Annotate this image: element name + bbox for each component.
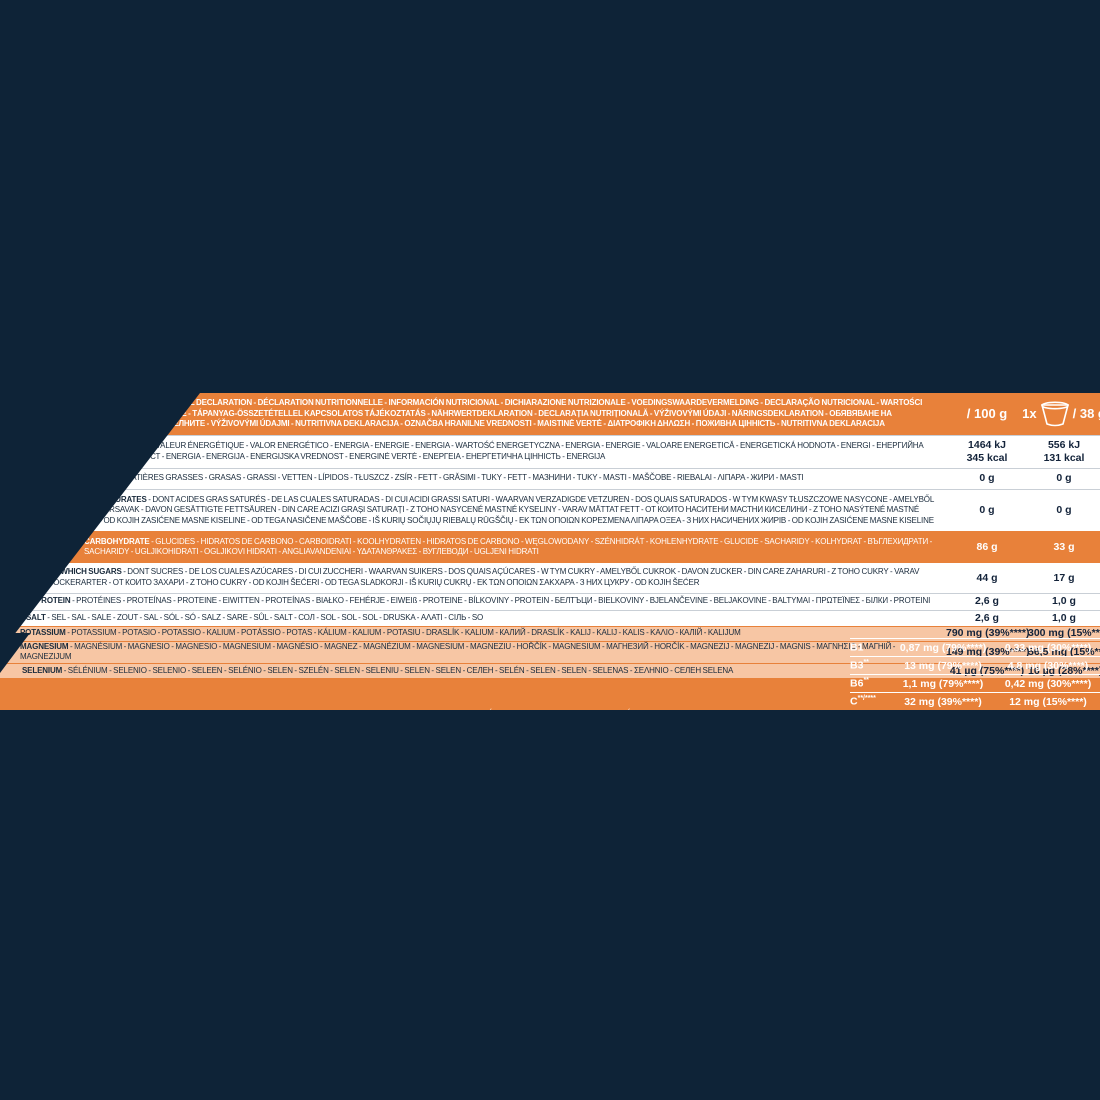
vitamin-b6-per100: 1,1 mg (79%****) (890, 674, 996, 693)
table-row: FAT - MATIÈRES GRASSES - GRASAS - GRASSI… (0, 468, 1100, 489)
value-salt-serving: 1,0 g (1052, 611, 1076, 624)
nutrient-name-vitamins: VITAMINS (20, 709, 57, 710)
nutrient-name-energy: ENERGY (117, 441, 150, 450)
nutrient-name-saturates: OF WHICH SATURATES (60, 494, 147, 504)
value-energy-per100: 1464 kJ 345 kcal (946, 435, 1028, 468)
nutrient-name-potassium: POTASSIUM (20, 628, 66, 638)
vitamin-c-per100: 32 mg (39%****) (890, 692, 996, 710)
nutrient-langs-fat: - MATIÈRES GRASSES - GRASAS - GRASSI - V… (119, 473, 804, 483)
table-row: ENERGY - VALEUR ÉNERGÉTIQUE - VALOR ENER… (0, 435, 1100, 468)
value-energy-per100-kcal: 345 kcal (966, 451, 1008, 464)
nutrient-name-fat: FAT (105, 473, 120, 483)
nutrient-langs-vitamins: - VITAMINES - VITAMINAS - VITAMINE - VIT… (56, 709, 889, 710)
row-label-potassium: POTASSIUM - POTASSIUM - POTASIO - POTASS… (0, 625, 946, 641)
value-energy-per100-kj: 1464 kJ (968, 439, 1006, 451)
vitamin-name-c: C (850, 695, 858, 708)
nutrient-name-magnesium: MAGNESIUM (20, 641, 69, 651)
vitamin-b3-serving: 4,8 mg (30%****) (996, 656, 1100, 675)
vitamin-row-b6: B6** 1,1 mg (79%****) 0,42 mg (30%****) (850, 674, 1100, 693)
vitamin-sup-c: **/**** (857, 695, 876, 703)
value-energy-serving: 556 kJ 131 kcal (1028, 435, 1100, 468)
serving-size-label: / 38 g (1072, 406, 1100, 422)
value-potassium-per100: 790 mg (39%****) (946, 625, 1030, 641)
nutrient-langs-saturates: - DONT ACIDES GRAS SATURÉS - DE LAS CUAL… (60, 494, 934, 525)
value-protein-serving: 1,0 g (1052, 595, 1076, 608)
row-label-salt: SALT - SEL - SAL - SALE - ZOUT - SAL - S… (0, 610, 946, 626)
vitamin-b1-per100: 0,87 mg (79%****) (890, 638, 996, 657)
value-energy-serving-kcal: 131 kcal (1043, 451, 1085, 464)
serving-count-label: 1x (1022, 406, 1037, 422)
value-sugars-serving: 17 g (1053, 571, 1075, 584)
nutrient-name-carbohydrate: CARBOHYDRATE (84, 536, 150, 546)
per-100g-label: / 100 g (966, 405, 1008, 421)
value-sugars-per100: 44 g (976, 571, 998, 584)
vitamin-row-b1: B1 0,87 mg (79%****) 0,33 mg (30%****) (850, 638, 1100, 657)
vitamin-row-c: C**/**** 32 mg (39%****) 12 mg (15%****) (850, 692, 1100, 710)
value-fat-serving: 0 g (1056, 472, 1072, 485)
vitamins-subtable: B1 0,87 mg (79%****) 0,33 mg (30%****) B… (850, 638, 1100, 710)
row-label-carbohydrate: CARBOHYDRATE - GLUCIDES - HIDRATOS DE CA… (0, 531, 946, 563)
row-label-sugars: OF WHICH SUGARS - DONT SUCRES - DE LOS C… (0, 563, 946, 593)
header-per-100g-cell: / 100 g (946, 393, 1028, 435)
vitamin-label-b6: B6** (850, 674, 890, 693)
nutrient-langs-magnesium: - MAGNÉSIUM - MAGNESIO - MAGNESIO - MAGN… (20, 641, 896, 662)
table-row: POTASSIUM - POTASSIUM - POTASIO - POTASS… (0, 625, 1100, 641)
vitamin-row-b3: B3** 13 mg (79%****) 4,8 mg (30%****) (850, 656, 1100, 675)
vitamin-name-b3: B3 (850, 659, 864, 672)
table-row: SALT - SEL - SAL - SALE - ZOUT - SAL - S… (0, 610, 1100, 626)
vitamin-label-b1: B1 (850, 638, 890, 657)
vitamin-b3-per100: 13 mg (79%****) (890, 656, 996, 675)
row-label-saturates: OF WHICH SATURATES - DONT ACIDES GRAS SA… (0, 489, 946, 531)
row-label-selenium: SELENIUM - SÉLÉNIUM - SELENIO - SELENIO … (0, 662, 946, 678)
vitamin-b6-serving: 0,42 mg (30%****) (996, 674, 1100, 693)
nutrient-langs-energy: - VALEUR ÉNERGÉTIQUE - VALOR ENERGÉTICO … (117, 441, 924, 461)
nutrient-langs-potassium: - POTASSIUM - POTASIO - POTASSIO - KALIU… (65, 628, 741, 638)
nutrient-langs-carbohydrate: - GLUCIDES - HIDRATOS DE CARBONO - CARBO… (84, 536, 933, 557)
nutrient-name-selenium: SELENIUM (22, 665, 63, 675)
table-header-row: NUTRITIONAL DECLARATION - DÉCLARATION NU… (0, 393, 1100, 435)
nutrient-name-protein: PROTEIN (36, 596, 71, 606)
nutrition-panel: NUTRITIONAL DECLARATION - DÉCLARATION NU… (0, 393, 1100, 710)
value-saturates-serving: 0 g (1056, 504, 1072, 516)
value-carbohydrate-serving: 33 g (1053, 540, 1075, 553)
vitamin-label-c: C**/**** (850, 692, 890, 710)
nutrient-name-sugars: OF WHICH SUGARS (48, 567, 122, 577)
value-energy-serving-kj: 556 kJ (1047, 439, 1081, 451)
value-carbohydrate-per100: 86 g (976, 540, 998, 553)
vitamin-c-serving: 12 mg (15%****) (996, 692, 1100, 710)
row-label-vitamins: VITAMINS - VITAMINES - VITAMINAS - VITAM… (0, 678, 946, 710)
vitamin-name-b6: B6 (850, 677, 864, 690)
header-title-cell: NUTRITIONAL DECLARATION - DÉCLARATION NU… (0, 393, 946, 435)
table-row: OF WHICH SATURATES - DONT ACIDES GRAS SA… (0, 489, 1100, 531)
value-protein-per100: 2,6 g (975, 595, 999, 608)
table-row: CARBOHYDRATE - GLUCIDES - HIDRATOS DE CA… (0, 531, 1100, 563)
vitamin-label-b3: B3** (850, 656, 890, 675)
table-row: PROTEIN - PROTÉINES - PROTEÍNAS - PROTEI… (0, 593, 1100, 610)
row-label-energy: ENERGY - VALEUR ÉNERGÉTIQUE - VALOR ENER… (0, 435, 946, 468)
nutrient-langs-sugars: - DONT SUCRES - DE LOS CUALES AZÚCARES -… (48, 567, 920, 587)
table-row: OF WHICH SUGARS - DONT SUCRES - DE LOS C… (0, 563, 1100, 593)
row-label-protein: PROTEIN - PROTÉINES - PROTEÍNAS - PROTEI… (0, 593, 946, 610)
vitamin-sup-b6: ** (863, 677, 869, 685)
nutrient-langs-protein: - PROTÉINES - PROTEÍNAS - PROTEINE - EIW… (70, 596, 931, 606)
nutrient-name-salt: SALT (26, 612, 46, 622)
value-salt-per100: 2,6 g (975, 611, 999, 624)
value-fat-per100: 0 g (979, 472, 995, 485)
value-saturates-per100: 0 g (979, 504, 995, 516)
value-potassium-serving: 300 mg (15%****) (1028, 625, 1100, 641)
header-serving-cell: 1x / 38 g (1022, 393, 1100, 435)
nutrient-langs-selenium: - SÉLÉNIUM - SELENIO - SELENIO - SELEEN … (62, 665, 734, 675)
cup-icon (1039, 401, 1071, 427)
row-label-magnesium: MAGNESIUM - MAGNÉSIUM - MAGNESIO - MAGNE… (0, 640, 946, 663)
row-label-fat: FAT - MATIÈRES GRASSES - GRASAS - GRASSI… (0, 468, 946, 489)
nutritional-declaration-title: NUTRITIONAL DECLARATION - DÉCLARATION NU… (142, 398, 923, 428)
vitamin-sup-b3: ** (863, 659, 869, 667)
vitamins-subtable-wrap: B1 0,87 mg (79%****) 0,33 mg (30%****) B… (850, 638, 1100, 710)
nutrient-langs-salt: - SEL - SAL - SALE - ZOUT - SAL - SÓL - … (45, 612, 484, 622)
vitamin-name-b1: B1 (850, 641, 864, 654)
vitamin-b1-serving: 0,33 mg (30%****) (996, 638, 1100, 657)
